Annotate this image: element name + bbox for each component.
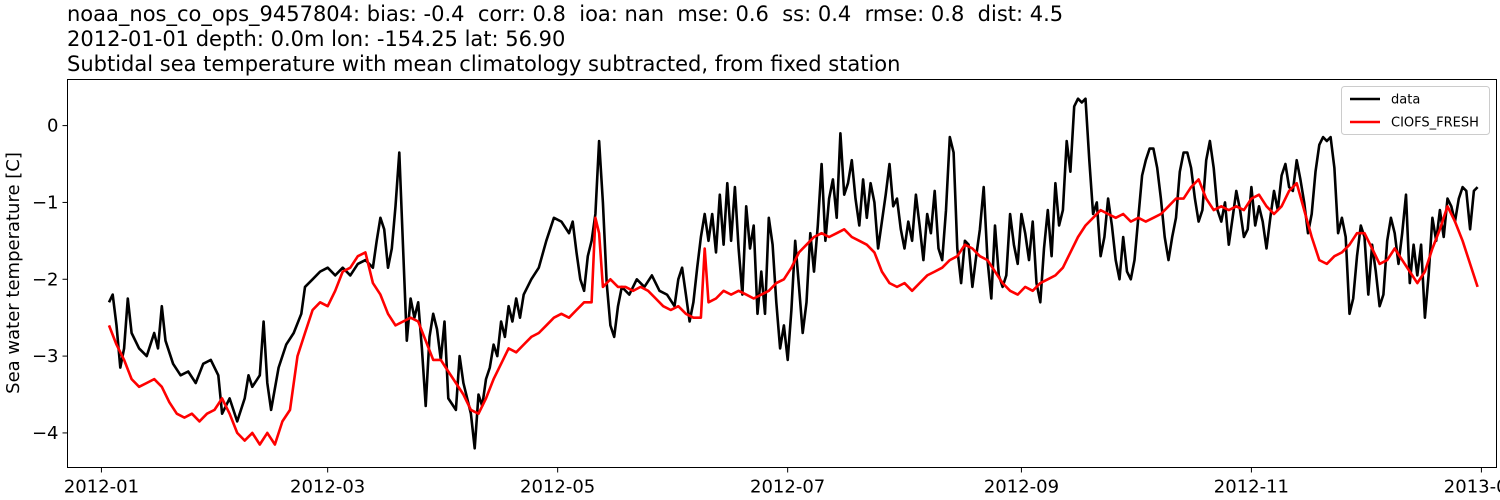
x-tick-label: 2012-05 — [520, 477, 595, 498]
axis-ticks: 2012-01 2012-03 2012-05 2012-07 2012-09 2012-… — [32, 116, 1500, 498]
y-tick-label: −2 — [32, 269, 59, 290]
chart-title-line-3: Subtidal sea temperature with mean clima… — [67, 52, 901, 76]
legend: data CIOFS_FRESH — [1341, 86, 1490, 135]
series-line-data — [107, 97, 1479, 450]
x-tick-label: 2012-09 — [984, 477, 1059, 498]
chart-title-line-1: noaa_nos_co_ops_9457804: bias: -0.4 corr… — [67, 2, 1064, 26]
x-tick-label: 2012-11 — [1214, 477, 1289, 498]
legend-label-data: data — [1391, 93, 1420, 108]
x-tick-label: 2012-03 — [290, 477, 365, 498]
chart-title: noaa_nos_co_ops_9457804: bias: -0.4 corr… — [67, 2, 1063, 77]
plot-frame — [67, 79, 1497, 468]
y-tick-label: 0 — [47, 116, 58, 137]
x-tick-label: 2013-01 — [1444, 477, 1500, 498]
y-tick-label: −3 — [32, 346, 59, 367]
series-line-ciofs-fresh — [107, 178, 1479, 446]
y-axis-label: Sea water temperature [C] — [3, 152, 24, 394]
series-layer — [107, 97, 1479, 450]
legend-label-ciofs-fresh: CIOFS_FRESH — [1391, 116, 1479, 131]
y-tick-label: −1 — [32, 192, 59, 213]
chart-title-line-2: 2012-01-01 depth: 0.0m lon: -154.25 lat:… — [67, 27, 566, 51]
x-tick-label: 2012-01 — [64, 477, 139, 498]
y-tick-label: −4 — [32, 423, 59, 444]
x-tick-label: 2012-07 — [750, 477, 825, 498]
